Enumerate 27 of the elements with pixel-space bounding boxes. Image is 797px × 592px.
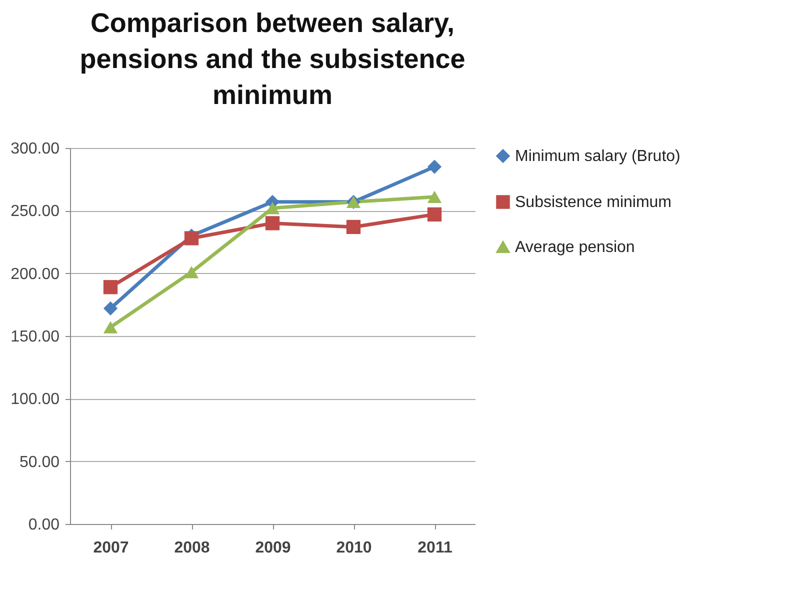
chart-title: Comparison between salary, pensions and the subsistence minimum [80, 8, 466, 110]
y-tick-label: 250.00 [10, 203, 60, 220]
y-tick-label: 100.00 [10, 391, 60, 408]
point [265, 202, 280, 214]
point [427, 160, 442, 174]
point [184, 266, 199, 278]
point [103, 280, 118, 294]
x-tick-label: 2011 [418, 540, 452, 556]
point [346, 220, 361, 234]
point [265, 216, 280, 230]
x-tick-label: 2009 [255, 540, 291, 556]
point [103, 321, 118, 334]
legend-label: Minimum salary (Bruto) [515, 148, 680, 165]
x-tick-label: 2010 [336, 540, 372, 556]
x-tick-label: 2007 [93, 540, 129, 556]
point [184, 231, 199, 246]
legend-label: Subsistence minimum [515, 194, 672, 211]
x-tick-label: 2008 [174, 540, 210, 556]
y-tick-label: 200.00 [10, 266, 60, 283]
point [427, 207, 442, 222]
point [427, 190, 442, 204]
point [103, 301, 118, 316]
y-tick-label: 300.00 [10, 140, 60, 158]
y-tick-label: 50.00 [19, 454, 60, 471]
y-tick-label: 150.00 [10, 328, 60, 346]
y-tick-label: 0.00 [28, 516, 60, 534]
legend-label: Average pension [515, 239, 635, 256]
